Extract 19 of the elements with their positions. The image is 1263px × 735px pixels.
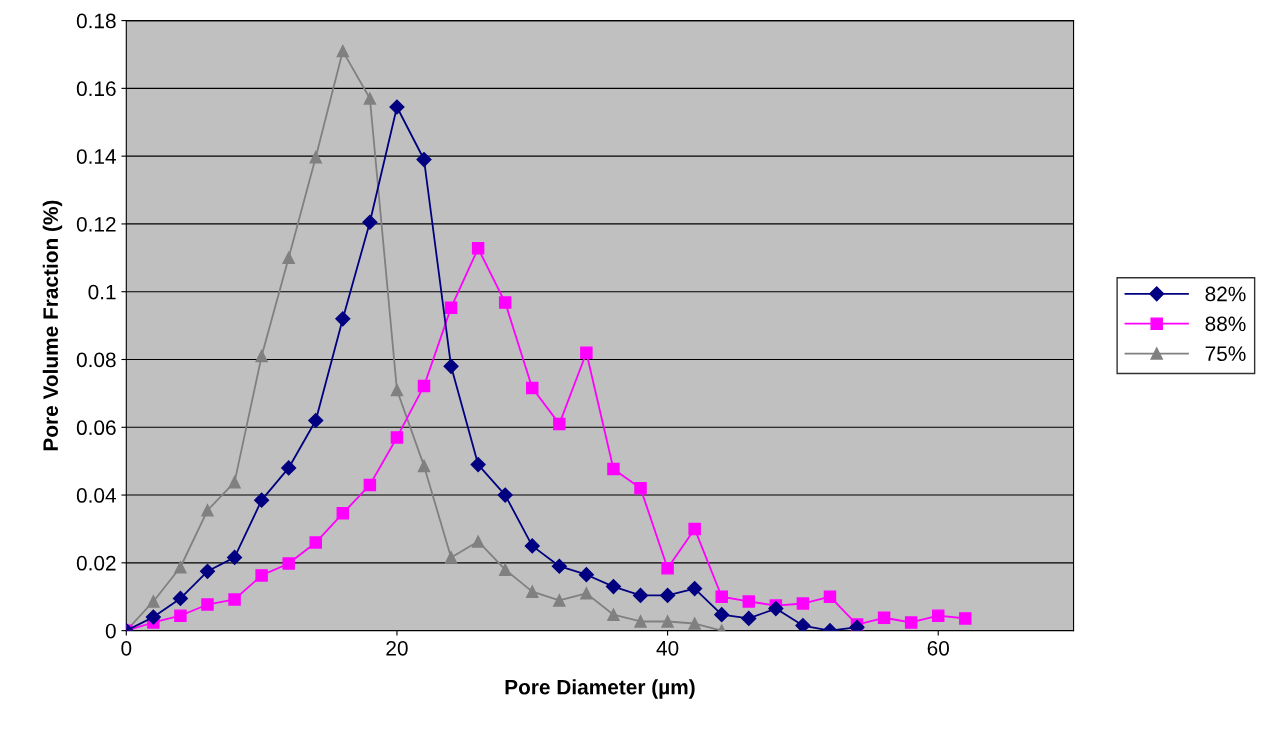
y-tick-label: 0.1	[88, 284, 116, 300]
x-tick-label: 0	[121, 640, 132, 656]
y-tick-label: 0.06	[76, 420, 116, 436]
y-tick-label: 0.18	[76, 13, 116, 29]
y-tick-label: 0.16	[76, 81, 116, 97]
x-tick-label: 40	[656, 640, 679, 656]
y-tick-label: 0.08	[76, 352, 116, 368]
x-tick-label: 60	[927, 640, 949, 656]
y-tick-label: 0.04	[76, 488, 116, 503]
y-tick-label: 0.12	[76, 216, 116, 232]
y-axis-title: Pore Volume Fraction (%)	[42, 200, 63, 451]
legend-label: 82%	[1205, 286, 1246, 302]
y-tick-label: 0	[105, 623, 116, 639]
legend-label: 75%	[1205, 346, 1246, 362]
x-axis-title: Pore Diameter (µm)	[505, 679, 695, 699]
y-tick-label: 0.02	[76, 555, 116, 571]
legend-label: 88%	[1205, 316, 1246, 332]
x-tick-label: 20	[386, 640, 408, 656]
y-tick-label: 0.14	[76, 149, 116, 164]
